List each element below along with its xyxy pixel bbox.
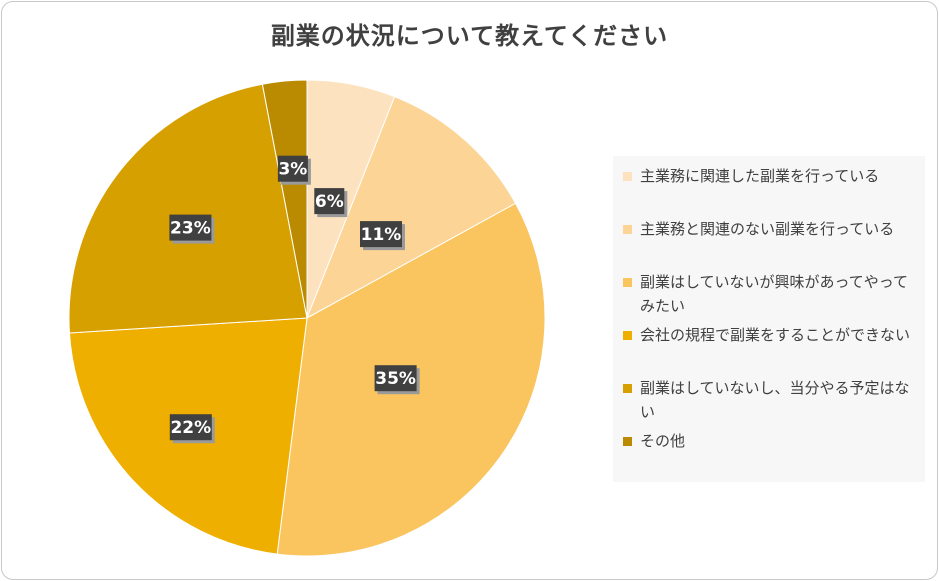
legend-item: 副業はしていないが興味があってやってみたい xyxy=(623,270,918,318)
data-label-box xyxy=(277,155,308,182)
pie-slice xyxy=(306,96,517,320)
data-label: 11% xyxy=(360,221,405,251)
legend-swatch xyxy=(623,225,632,234)
legend-swatch xyxy=(623,384,632,393)
legend-label: 会社の規程で副業をすることができない xyxy=(640,326,911,344)
legend-item: 会社の規程で副業をすることができない xyxy=(623,323,918,347)
data-label-text: 22% xyxy=(170,418,211,438)
legend-swatch xyxy=(623,331,632,340)
data-label: 23% xyxy=(169,214,215,244)
legend-item: 主業務に関連した副業を行っている xyxy=(623,164,918,188)
legend-label: 主業務に関連した副業を行っている xyxy=(640,167,880,185)
data-label-box xyxy=(360,221,402,248)
legend-swatch xyxy=(623,278,632,287)
data-label-text: 23% xyxy=(170,219,211,239)
pie-slice xyxy=(261,79,308,319)
data-label-box xyxy=(314,188,345,215)
legend-label: 副業はしていないし、当分やる予定はない xyxy=(640,379,910,421)
data-label-box xyxy=(374,365,417,392)
data-label-text: 3% xyxy=(278,160,307,180)
legend-label: 副業はしていないが興味があってやってみたい xyxy=(640,273,909,315)
data-label-text: 6% xyxy=(315,192,344,212)
data-labels: 6% 11% 35% 22% 23% 3% xyxy=(169,155,420,444)
pie-slices xyxy=(68,79,546,557)
legend-item: その他 xyxy=(623,429,918,453)
data-label: 35% xyxy=(374,365,420,395)
data-label: 3% xyxy=(277,155,311,185)
legend-swatch xyxy=(623,437,632,446)
legend-item: 主業務と関連のない副業を行っている xyxy=(623,217,918,241)
data-label-text: 35% xyxy=(375,369,416,389)
chart-title: 副業の状況について教えてください xyxy=(270,22,669,50)
legend-item: 副業はしていないし、当分やる予定はない xyxy=(623,376,918,424)
legend: 主業務に関連した副業を行っている 主業務と関連のない副業を行っている 副業はして… xyxy=(613,156,925,482)
data-label-box xyxy=(169,414,212,441)
legend-swatch xyxy=(623,172,632,181)
data-label-text: 11% xyxy=(361,225,402,245)
legend-label: 主業務と関連のない副業を行っている xyxy=(640,220,895,238)
data-label-box xyxy=(169,214,212,241)
legend-label: その他 xyxy=(640,432,686,450)
pie-slice xyxy=(68,83,308,334)
data-label: 6% xyxy=(314,188,348,218)
data-label: 22% xyxy=(169,414,215,444)
